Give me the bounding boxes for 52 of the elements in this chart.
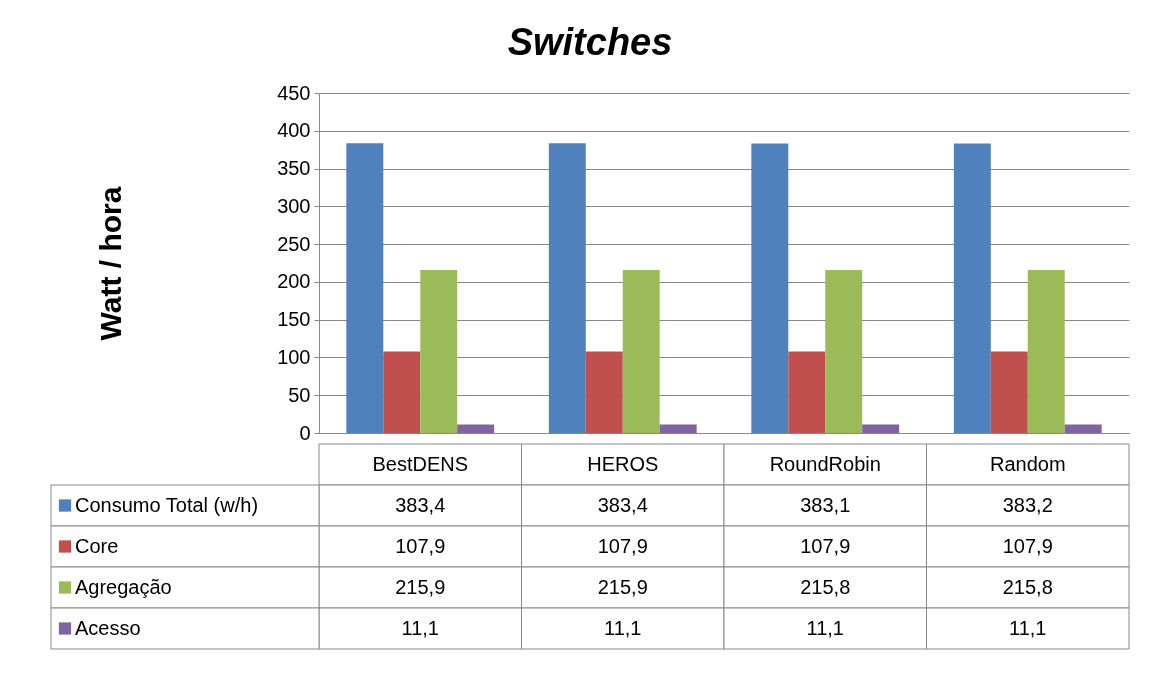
y-tick-label: 0 xyxy=(299,421,311,444)
bar xyxy=(548,143,586,433)
bar xyxy=(1064,424,1102,433)
bar xyxy=(825,269,863,433)
bar xyxy=(788,351,826,433)
y-tick-label: 450 xyxy=(277,81,311,104)
data-label: 107,9 xyxy=(395,534,446,557)
legend-label: Consumo Total (w/h) xyxy=(75,493,259,516)
y-tick-label: 350 xyxy=(277,157,311,180)
bar xyxy=(346,143,384,433)
data-label: 11,1 xyxy=(806,616,844,639)
legend-label: Acesso xyxy=(75,616,141,639)
bar xyxy=(585,351,623,433)
x-tick-label: BestDENS xyxy=(372,452,469,475)
data-label: 383,1 xyxy=(800,493,851,516)
y-tick-label: 150 xyxy=(277,308,311,331)
y-tick-label: 200 xyxy=(277,270,311,293)
bar xyxy=(420,269,458,433)
bar xyxy=(953,143,991,433)
y-tick-label: 300 xyxy=(277,194,311,217)
bar xyxy=(383,351,421,433)
data-label: 11,1 xyxy=(604,616,642,639)
y-tick-label: 400 xyxy=(277,119,311,142)
data-label: 215,9 xyxy=(395,575,446,598)
data-label: 107,9 xyxy=(800,534,851,557)
bar xyxy=(990,351,1028,433)
bar xyxy=(659,424,697,433)
legend-label: Agregação xyxy=(75,575,172,598)
data-label: 383,2 xyxy=(1002,493,1053,516)
data-label: 107,9 xyxy=(1002,534,1053,557)
bar xyxy=(622,269,660,433)
x-tick-label: Random xyxy=(989,452,1066,475)
data-label: 11,1 xyxy=(1009,616,1047,639)
data-label: 215,9 xyxy=(597,575,648,598)
x-tick-label: RoundRobin xyxy=(769,452,881,475)
y-tick-label: 100 xyxy=(277,345,311,368)
data-label: 215,8 xyxy=(1002,575,1053,598)
chart-title: Switches xyxy=(507,21,673,63)
y-axis-title: Watt / hora xyxy=(94,186,128,341)
legend-label: Core xyxy=(75,534,119,557)
bar xyxy=(862,424,900,433)
bar xyxy=(457,424,495,433)
bar xyxy=(1027,269,1065,433)
bar xyxy=(751,143,789,433)
y-tick-label: 250 xyxy=(277,232,311,255)
data-label: 107,9 xyxy=(597,534,648,557)
data-label: 11,1 xyxy=(401,616,439,639)
data-label: 383,4 xyxy=(395,493,446,516)
data-label: 383,4 xyxy=(597,493,648,516)
y-tick-label: 50 xyxy=(288,383,311,406)
data-label: 215,8 xyxy=(800,575,851,598)
x-tick-label: HEROS xyxy=(587,452,659,475)
